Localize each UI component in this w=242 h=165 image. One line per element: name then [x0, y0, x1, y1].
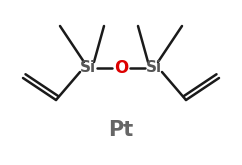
- Text: Si: Si: [146, 61, 162, 76]
- Text: Pt: Pt: [108, 120, 134, 140]
- Text: O: O: [114, 59, 128, 77]
- Text: Si: Si: [80, 61, 96, 76]
